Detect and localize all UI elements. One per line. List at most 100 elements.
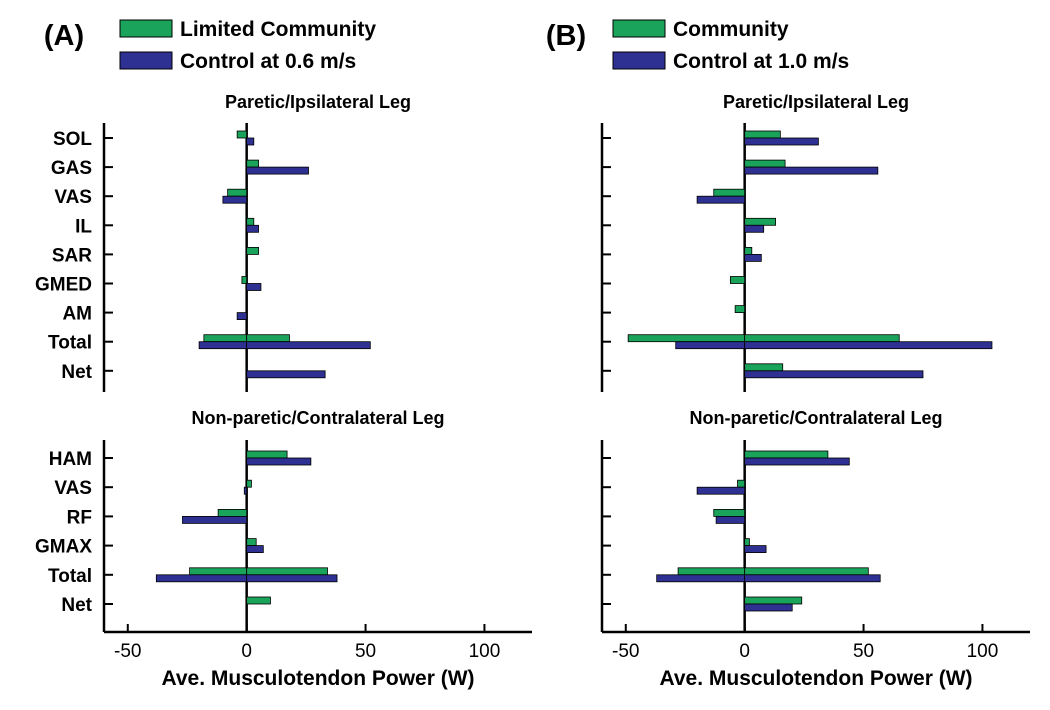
- subplot-paretic: Paretic/Ipsilateral Leg: [600, 92, 993, 392]
- x-tick-label: -50: [114, 641, 141, 662]
- category-label: IL: [75, 216, 92, 237]
- x-tick-label: 0: [241, 641, 252, 662]
- bar-control-negative: [696, 195, 746, 204]
- legend-label: Limited Community: [180, 18, 376, 41]
- chart-panel-a: (A) Limited Community Control at 0.6 m/s Pa…: [35, 18, 532, 690]
- bar-control-positive: [744, 545, 767, 553]
- panel-label: (B): [546, 20, 586, 52]
- bar-patient-negative: [713, 188, 746, 197]
- bar-patient-positive: [246, 450, 288, 459]
- bar-patient-negative: [627, 334, 746, 343]
- bar-control-positive: [246, 457, 312, 466]
- category-label: Total: [48, 566, 92, 587]
- legend-label: Community: [673, 18, 789, 41]
- x-tick-label: 0: [739, 641, 750, 662]
- category-label: VAS: [54, 478, 92, 499]
- category-label: Total: [48, 333, 92, 354]
- legend-swatch: [119, 19, 173, 38]
- bar-patient-negative: [236, 130, 248, 139]
- bar-patient-negative: [217, 508, 248, 517]
- bar-patient-negative: [734, 305, 746, 314]
- subplot-title: Paretic/Ipsilateral Leg: [225, 92, 411, 112]
- bar-control-negative: [198, 341, 248, 350]
- bar-patient-positive: [246, 596, 271, 605]
- bar-control-positive: [246, 545, 264, 553]
- x-tick-label: -50: [612, 641, 639, 662]
- bar-patient-positive: [744, 538, 750, 546]
- x-tick-label: 100: [967, 641, 999, 662]
- bar-patient-positive: [744, 596, 803, 605]
- subplot-title: Paretic/Ipsilateral Leg: [723, 92, 909, 112]
- bar-patient-negative: [189, 567, 248, 576]
- bar-patient-positive: [246, 479, 252, 488]
- bar-patient-negative: [737, 479, 746, 488]
- bar-control-positive: [246, 283, 262, 291]
- bar-control-negative: [182, 516, 248, 524]
- x-axis-label: Ave. Musculotendon Power (W): [161, 667, 474, 690]
- bar-control-positive: [246, 166, 309, 175]
- subplot-title: Non-paretic/Contralateral Leg: [191, 408, 444, 428]
- x-axis-label: Ave. Musculotendon Power (W): [659, 667, 972, 690]
- subplot-title: Non-paretic/Contralateral Leg: [689, 408, 942, 428]
- category-label: RF: [67, 507, 92, 528]
- bar-control-positive: [246, 574, 338, 583]
- bar-patient-positive: [744, 567, 869, 576]
- chart-panel-b: (B) Community Control at 1.0 m/s Paretic/Ip…: [546, 18, 1030, 690]
- subplot-paretic: Paretic/Ipsilateral Leg SOL GAS VAS IL SAR GME…: [35, 92, 411, 392]
- bar-control-negative: [236, 312, 248, 321]
- bar-patient-positive: [246, 246, 259, 255]
- bar-control-positive: [744, 574, 881, 583]
- category-label: AM: [62, 304, 92, 325]
- bar-control-positive: [246, 370, 326, 379]
- bar-control-positive: [246, 137, 255, 146]
- bar-patient-negative: [227, 188, 248, 197]
- bar-control-positive: [744, 370, 924, 379]
- category-label: HAM: [49, 449, 92, 470]
- bar-patient-positive: [246, 567, 328, 576]
- category-label: Net: [61, 595, 92, 616]
- bar-control-negative: [155, 574, 248, 583]
- bar-patient-positive: [744, 130, 781, 139]
- bar-patient-negative: [713, 508, 746, 517]
- category-label: Net: [61, 362, 92, 383]
- legend-swatch: [612, 51, 666, 70]
- category-label: VAS: [54, 187, 92, 208]
- legend-swatch: [612, 19, 666, 38]
- subplot-non-paretic: Non-paretic/Contralateral Leg HAM VAS RF GMA…: [35, 408, 532, 690]
- x-tick-label: 50: [853, 641, 874, 662]
- bar-patient-negative: [730, 276, 746, 284]
- category-label: SAR: [52, 245, 92, 266]
- panel-label: (A): [44, 20, 84, 52]
- category-label: SOL: [53, 129, 92, 150]
- bar-patient-positive: [744, 246, 753, 255]
- bar-patient-negative: [241, 276, 248, 284]
- bar-patient-positive: [744, 217, 776, 226]
- x-tick-label: 100: [469, 641, 501, 662]
- legend-swatch: [119, 51, 173, 70]
- bar-patient-positive: [246, 538, 257, 546]
- bar-control-negative: [715, 516, 746, 524]
- bar-control-negative: [656, 574, 746, 583]
- bar-control-negative: [696, 486, 746, 495]
- bar-control-positive: [744, 253, 762, 262]
- bar-control-positive: [744, 137, 819, 146]
- bar-control-positive: [246, 341, 371, 350]
- bar-control-negative: [675, 341, 746, 350]
- legend-label: Control at 1.0 m/s: [673, 50, 849, 73]
- bar-control-negative: [243, 486, 248, 495]
- bar-patient-positive: [744, 450, 829, 459]
- category-label: GMAX: [35, 537, 92, 558]
- bar-patient-positive: [744, 334, 900, 343]
- bar-control-positive: [744, 224, 765, 233]
- subplot-non-paretic: Non-paretic/Contralateral Leg -50 0 50 100 Av…: [600, 408, 1030, 690]
- bar-patient-positive: [246, 159, 259, 168]
- bar-control-positive: [744, 457, 850, 466]
- bar-patient-positive: [246, 334, 290, 343]
- x-tick-label: 50: [355, 641, 376, 662]
- bar-patient-positive: [744, 159, 786, 168]
- legend-label: Control at 0.6 m/s: [180, 50, 356, 73]
- bar-control-negative: [222, 195, 248, 204]
- bar-control-positive: [246, 224, 259, 233]
- bar-patient-negative: [677, 567, 746, 576]
